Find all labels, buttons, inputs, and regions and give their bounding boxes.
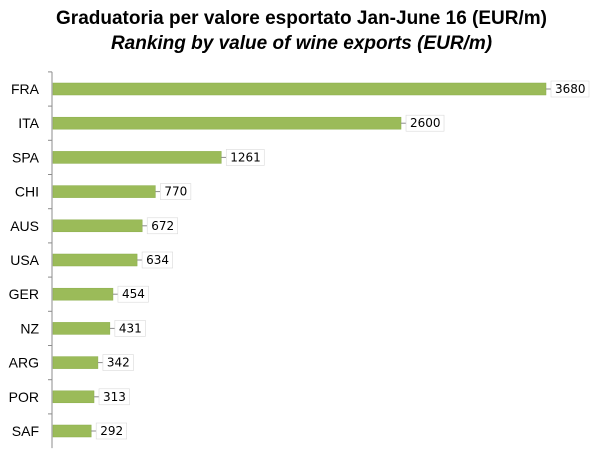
category-label-usa: USA — [10, 252, 39, 268]
value-label-box-ger — [117, 285, 149, 303]
bar-aus — [52, 219, 143, 233]
labels: FRA 3680 ITA 2600 SPA 1261 CHI 770 AUS 672 USA 634 G… — [9, 80, 590, 440]
category-label-spa: SPA — [12, 149, 40, 165]
category-label-nz: NZ — [20, 320, 39, 336]
chart-subtitle: Ranking by value of wine exports (EUR/m) — [110, 33, 493, 54]
chart-title: Graduatoria per valore esportato Jan-Jun… — [56, 8, 547, 29]
value-label-box-chi — [160, 183, 192, 200]
value-label-box-spa — [225, 149, 265, 166]
value-label-nz: 431 — [119, 321, 142, 335]
category-label-por: POR — [9, 389, 39, 405]
bar-nz — [52, 322, 111, 335]
bar-ger — [52, 287, 114, 301]
bar-ita — [52, 116, 402, 130]
value-label-box-arg — [102, 354, 134, 371]
value-label-spa: 1261 — [230, 150, 261, 164]
bar-chi — [52, 185, 156, 198]
value-label-saf: 292 — [100, 424, 123, 438]
category-label-chi: CHI — [15, 184, 39, 200]
bar-spa — [52, 151, 222, 164]
category-label-fra: FRA — [11, 81, 40, 97]
value-label-por: 313 — [103, 390, 126, 404]
value-label-ger: 454 — [122, 287, 145, 301]
value-label-usa: 634 — [146, 253, 169, 267]
category-label-aus: AUS — [10, 218, 39, 234]
value-label-box-por — [98, 388, 130, 406]
value-label-box-saf — [95, 422, 127, 440]
value-label-arg: 342 — [107, 356, 130, 370]
bar-fra — [52, 82, 547, 96]
category-label-ger: GER — [9, 286, 39, 302]
bars — [52, 82, 547, 438]
value-label-box-ita — [405, 114, 445, 132]
bar-arg — [52, 356, 99, 369]
value-label-aus: 672 — [151, 219, 174, 233]
y-axis — [48, 71, 53, 449]
category-label-arg: ARG — [9, 355, 39, 371]
value-label-ita: 2600 — [410, 116, 441, 130]
category-label-ita: ITA — [18, 115, 39, 131]
category-label-saf: SAF — [12, 423, 39, 439]
value-label-chi: 770 — [164, 185, 187, 199]
value-label-box-fra — [550, 80, 590, 98]
value-label-box-usa — [141, 251, 173, 269]
bar-por — [52, 390, 95, 404]
bar-usa — [52, 253, 138, 267]
bar-saf — [52, 424, 92, 438]
value-label-box-aus — [146, 217, 179, 235]
value-label-fra: 3680 — [555, 82, 586, 96]
value-label-box-nz — [114, 320, 146, 337]
